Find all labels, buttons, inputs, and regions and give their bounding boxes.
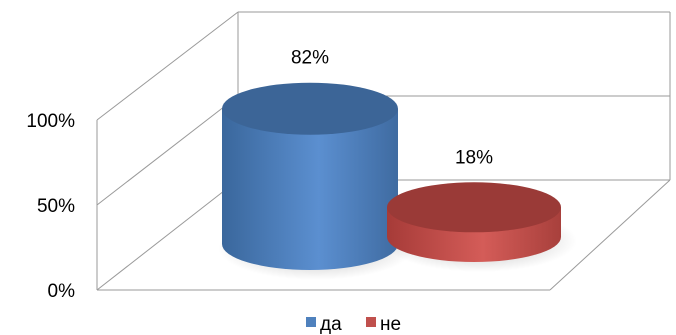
legend-label-ne: не: [380, 314, 401, 335]
bar-da: [222, 82, 398, 270]
data-label: 82%: [291, 48, 329, 69]
bar-body: [222, 108, 398, 270]
gridline-100-side: [96, 11, 239, 121]
legend-swatch-da: [306, 317, 316, 327]
bar-ne: [387, 182, 561, 262]
bar-top: [387, 182, 561, 233]
data-labels: 82% 18%: [291, 48, 493, 169]
y-tick-label: 50%: [37, 196, 75, 217]
y-tick-label: 100%: [26, 111, 75, 132]
legend-label-da: да: [320, 314, 342, 335]
floor-right-edge: [549, 179, 671, 291]
legend-swatch-ne: [366, 317, 376, 327]
bar-series: [218, 82, 577, 280]
data-label: 18%: [455, 147, 493, 168]
y-axis: 0% 50% 100%: [26, 111, 75, 302]
y-tick-label: 0%: [48, 281, 76, 302]
legend: да не: [306, 314, 401, 335]
floor-side-edge: [96, 179, 239, 291]
gridline-50-side: [96, 95, 239, 206]
bar-top: [222, 82, 398, 135]
